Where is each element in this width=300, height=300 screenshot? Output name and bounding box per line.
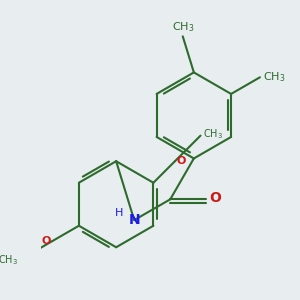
Text: O: O <box>176 156 186 166</box>
Text: N: N <box>128 213 140 227</box>
Text: O: O <box>42 236 51 246</box>
Text: CH$_3$: CH$_3$ <box>172 20 194 34</box>
Text: CH$_3$: CH$_3$ <box>263 70 285 84</box>
Text: O: O <box>209 191 221 205</box>
Text: CH$_3$: CH$_3$ <box>0 254 18 267</box>
Text: CH$_3$: CH$_3$ <box>203 127 223 141</box>
Text: H: H <box>115 208 123 218</box>
